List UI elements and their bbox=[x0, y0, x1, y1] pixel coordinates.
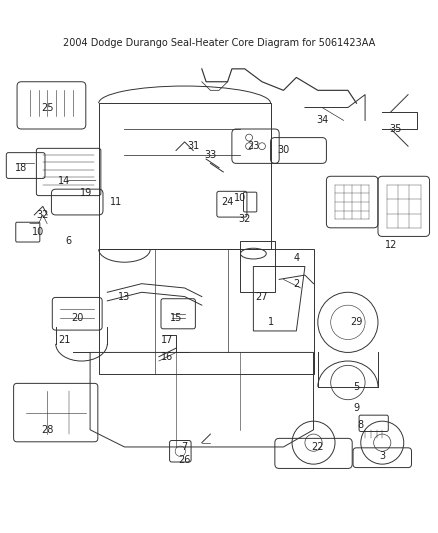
Text: 33: 33 bbox=[204, 150, 216, 160]
Text: 27: 27 bbox=[256, 292, 268, 302]
Text: 15: 15 bbox=[170, 313, 182, 323]
Text: 10: 10 bbox=[234, 193, 247, 203]
Text: 24: 24 bbox=[221, 197, 234, 207]
Text: 3: 3 bbox=[379, 450, 385, 461]
Text: 19: 19 bbox=[80, 189, 92, 198]
Text: 6: 6 bbox=[66, 236, 72, 246]
Text: 17: 17 bbox=[161, 335, 173, 344]
Text: 30: 30 bbox=[277, 146, 290, 156]
Text: 31: 31 bbox=[187, 141, 199, 151]
Title: 2004 Dodge Durango Seal-Heater Core Diagram for 5061423AA: 2004 Dodge Durango Seal-Heater Core Diag… bbox=[63, 38, 375, 48]
Text: 14: 14 bbox=[58, 175, 71, 185]
Text: 9: 9 bbox=[353, 403, 360, 413]
Text: 28: 28 bbox=[41, 425, 53, 435]
Text: 8: 8 bbox=[358, 421, 364, 431]
Text: 18: 18 bbox=[15, 163, 28, 173]
Text: 11: 11 bbox=[110, 197, 122, 207]
Text: 21: 21 bbox=[58, 335, 71, 344]
Text: 13: 13 bbox=[118, 292, 131, 302]
Text: 2: 2 bbox=[293, 279, 300, 289]
Text: 23: 23 bbox=[247, 141, 260, 151]
Text: 4: 4 bbox=[293, 253, 300, 263]
Text: 35: 35 bbox=[389, 124, 401, 134]
Text: 32: 32 bbox=[37, 210, 49, 220]
Text: 34: 34 bbox=[316, 116, 328, 125]
Text: 7: 7 bbox=[181, 442, 188, 452]
Text: 25: 25 bbox=[41, 102, 53, 112]
Text: 5: 5 bbox=[353, 382, 360, 392]
Text: 16: 16 bbox=[161, 352, 173, 362]
Text: 26: 26 bbox=[178, 455, 191, 465]
Text: 32: 32 bbox=[239, 214, 251, 224]
Text: 10: 10 bbox=[32, 227, 45, 237]
Text: 22: 22 bbox=[311, 442, 324, 452]
Text: 20: 20 bbox=[71, 313, 83, 323]
Text: 1: 1 bbox=[268, 317, 274, 327]
Text: 12: 12 bbox=[385, 240, 397, 250]
Text: 29: 29 bbox=[350, 317, 363, 327]
